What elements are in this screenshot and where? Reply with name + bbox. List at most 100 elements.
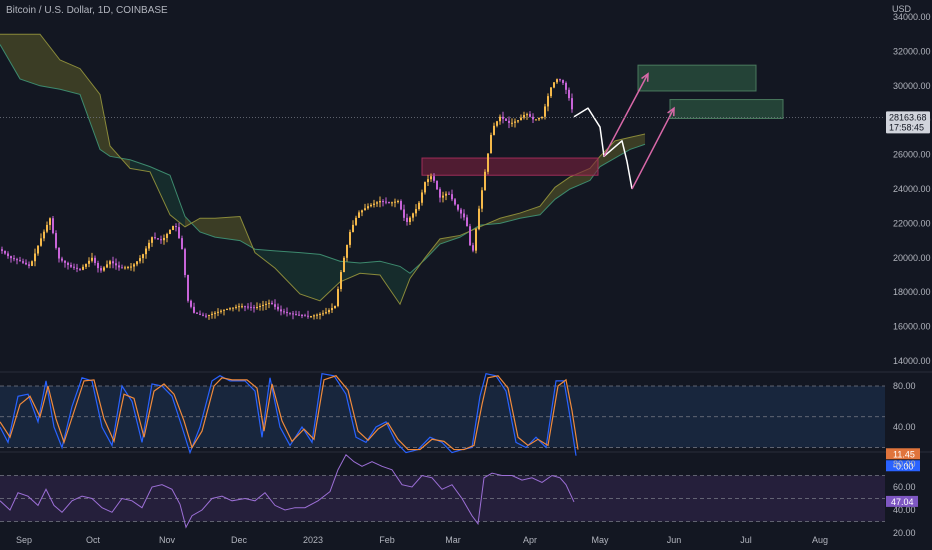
price-tick-label: 16000.00 [893,322,931,332]
rsi-tick-label: 80.00 [893,459,916,469]
candle-body [289,312,291,314]
candle-body [397,201,399,203]
cloud-segment [555,176,570,200]
candle-body [145,248,147,255]
rsi-tick-label: 60.00 [893,482,916,492]
cloud-segment [215,216,240,241]
candle-body [322,313,324,315]
candle-body [142,254,144,259]
candle-body [370,204,372,207]
candle-body [76,267,78,269]
candle-body [106,264,108,268]
candle-body [568,89,570,99]
price-tick-label: 30000.00 [893,81,931,91]
candle-body [262,304,264,306]
candle-body [439,189,441,198]
candle-body [130,266,132,268]
candle-body [499,116,501,122]
candle-body [403,209,405,218]
candle-body [172,226,174,231]
candle-body [70,264,72,267]
candle-body [457,204,459,210]
candle-body [16,259,18,261]
candle-body [526,114,528,116]
candle-body [475,229,477,251]
candle-body [157,238,159,240]
candle-body [352,224,354,232]
candle-body [37,245,39,254]
candle-body [31,261,33,266]
candle-body [220,310,222,312]
candle-body [67,262,69,265]
x-axis-label: Jun [667,535,682,545]
candle-body [109,261,111,265]
candle-body [88,260,90,264]
candle-body [259,305,261,307]
candle-body [532,116,534,120]
candle-body [13,258,15,260]
last-price-tag [886,111,930,134]
candle-body [301,315,303,317]
candle-body [340,272,342,290]
candle-body [325,312,327,314]
candle-body [208,314,210,316]
candle-body [331,308,333,311]
candle-body [565,82,567,90]
candle-body [250,306,252,308]
candle-body [1,249,3,251]
stoch-tick-label: 80.00 [893,381,916,391]
candle-body [274,304,276,307]
candle-body [7,253,9,257]
candle-body [205,315,207,317]
candle-body [268,302,270,304]
candle-body [277,306,279,310]
candle-body [367,206,369,209]
candle-body [229,308,231,310]
arrow-head [667,106,675,117]
cloud-segment [275,250,300,294]
candle-body [127,266,129,268]
candle-body [271,302,273,305]
candle-body [34,253,36,262]
candle-body [415,209,417,214]
candle-body [187,275,189,301]
candle-body [202,314,204,316]
candle-body [538,118,540,120]
cloud-segment [170,175,185,227]
candle-body [100,268,102,271]
candle-body [523,115,525,118]
x-axis-label: Feb [379,535,395,545]
projection-arrow [631,107,675,190]
candle-body [217,311,219,313]
candle-body [97,262,99,269]
candle-body [478,208,480,230]
projection-arrow [603,73,649,157]
candle-body [364,208,366,211]
cloud-segment [0,34,20,79]
candle-body [79,268,81,270]
countdown-label: 17:58:45 [889,122,924,132]
chart-title: Bitcoin / U.S. Dollar, 1D, COINBASE [6,5,168,16]
cloud-segment [40,34,60,90]
candle-body [562,80,564,83]
candle-body [214,312,216,314]
candle-body [238,306,240,308]
cloud-segment [380,261,400,305]
candle-body [181,238,183,250]
price-tick-label: 32000.00 [893,46,931,56]
candle-body [535,119,537,121]
candle-body [25,262,27,265]
candle-body [424,182,426,193]
stoch-d-line [0,375,579,451]
resistance-zone [421,157,599,176]
candle-body [82,266,84,270]
rsi-line [0,454,575,529]
candle-body [421,192,423,203]
candle-body [319,313,321,315]
candle-body [394,201,396,203]
x-axis-label: Jul [740,535,752,545]
candle-body [235,306,237,308]
rsi-value-tag [886,495,918,507]
candle-body [418,202,420,210]
